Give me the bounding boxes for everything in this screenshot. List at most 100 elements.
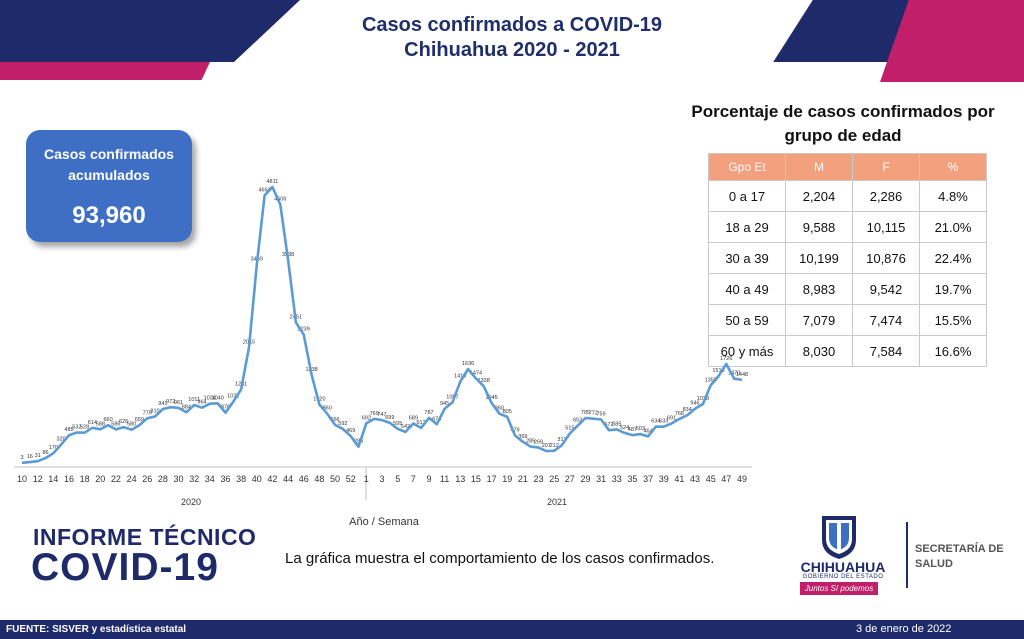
x-tick-label: 1 — [364, 474, 369, 484]
report-date: 3 de enero de 2022 — [856, 623, 952, 635]
data-label: 626 — [119, 419, 128, 425]
data-label: 320 — [57, 437, 66, 443]
data-label: 269 — [534, 440, 543, 446]
data-label: 1474 — [470, 370, 482, 376]
x-tick-label: 43 — [690, 474, 700, 484]
data-label: 759 — [597, 412, 606, 418]
x-axis-label: Año / Semana — [349, 516, 420, 528]
logo-divider — [906, 522, 908, 588]
age-group-table: Gpo Et M F % 0 a 17 2,204 2,286 4.8% 18 … — [708, 153, 987, 367]
chart-series — [21, 185, 743, 465]
x-tick-label: 18 — [80, 474, 90, 484]
data-label: 31 — [35, 453, 41, 459]
top-left-magenta-band — [0, 62, 210, 80]
data-label: 3 — [20, 455, 23, 461]
data-label: 1045 — [485, 395, 497, 401]
x-tick-label: 3 — [379, 474, 384, 484]
table-row: 50 a 59 7,079 7,474 15.5% — [708, 304, 987, 336]
x-tick-label: 26 — [142, 474, 152, 484]
data-label: 860 — [323, 406, 332, 412]
data-label: 588 — [96, 421, 105, 427]
x-tick-label: 16 — [64, 474, 74, 484]
data-label: 689 — [409, 416, 418, 422]
data-label: 542 — [401, 424, 410, 430]
secretaria-line2: SALUD — [915, 558, 953, 570]
informe-tecnico-title: INFORME TÉCNICO — [33, 524, 257, 550]
x-tick-label: 20 — [95, 474, 105, 484]
chart-caption: La gráfica muestra el comportamiento de … — [285, 550, 715, 567]
total-cases-label: Casos confirmados acumulados — [34, 144, 184, 186]
x-tick-label: 9 — [426, 474, 431, 484]
female-cell: 7,474 — [852, 304, 920, 336]
total-cases-box: Casos confirmados acumulados 93,960 — [26, 130, 192, 242]
data-label: 1034 — [204, 396, 216, 402]
data-label: 592 — [338, 421, 347, 427]
x-tick-label: 11 — [440, 474, 449, 484]
secretaria-salud-label: SECRETARÍA DE SALUD — [915, 542, 1004, 572]
data-label: 1355 — [705, 377, 717, 383]
data-label: 1726 — [720, 356, 732, 362]
data-label: 785 — [581, 410, 590, 416]
x-tick-label: 46 — [299, 474, 309, 484]
data-label: 1448 — [736, 372, 748, 378]
data-label: 464 — [644, 428, 653, 434]
x-tick-label: 14 — [48, 474, 58, 484]
age-group-cell: 50 a 59 — [708, 304, 786, 336]
data-label: 1071 — [227, 394, 239, 400]
x-tick-label: 52 — [346, 474, 356, 484]
table-row: 60 y más 8,030 7,584 16.6% — [708, 335, 987, 367]
data-label: 212 — [550, 443, 559, 449]
covid19-title: COVID-19 — [31, 546, 219, 589]
secretaria-line1: SECRETARÍA DE — [915, 543, 1004, 555]
x-tick-label: 41 — [674, 474, 684, 484]
x-tick-label: 30 — [173, 474, 183, 484]
data-label: 2239 — [298, 327, 310, 333]
data-label: 787 — [424, 410, 433, 416]
page-title-line2: Chihuahua 2020 - 2021 — [404, 39, 620, 61]
x-tick-label: 19 — [502, 474, 512, 484]
male-cell: 9,588 — [785, 211, 853, 243]
data-label: 768 — [675, 411, 684, 417]
data-label: 487 — [628, 427, 637, 433]
age-group-cell: 40 a 49 — [708, 273, 786, 305]
data-label: 1636 — [462, 361, 474, 367]
x-tick-label: 36 — [220, 474, 230, 484]
data-label: 660 — [104, 417, 113, 423]
year-label-2020: 2020 — [181, 497, 201, 507]
data-label: 1057 — [446, 394, 458, 400]
x-tick-label: 15 — [471, 474, 481, 484]
x-tick-label: 32 — [189, 474, 199, 484]
male-cell: 10,199 — [785, 242, 853, 274]
data-label: 666 — [330, 417, 339, 423]
age-group-cell: 30 a 39 — [708, 242, 786, 274]
x-tick-label: 49 — [737, 474, 747, 484]
data-label: 634 — [651, 419, 660, 425]
x-tick-label: 13 — [455, 474, 465, 484]
data-label: 86 — [42, 450, 48, 456]
data-label: 860 — [495, 406, 504, 412]
data-label: 747 — [377, 412, 386, 418]
data-label: 779 — [143, 410, 152, 416]
data-label: 945 — [440, 401, 449, 407]
data-label: 946 — [690, 401, 699, 407]
table-row: 0 a 17 2,204 2,286 4.8% — [708, 180, 987, 212]
data-label: 1040 — [212, 395, 224, 401]
data-label: 285 — [526, 439, 535, 445]
top-right-magenta-band — [880, 0, 1024, 82]
data-label: 810 — [150, 409, 159, 415]
data-label: 692 — [362, 415, 371, 421]
x-tick-label: 28 — [158, 474, 168, 484]
x-tick-label: 17 — [487, 474, 497, 484]
data-label: 207 — [542, 443, 551, 449]
source-note: FUENTE: SISVER y estadística estatal — [6, 624, 187, 635]
x-tick-label: 34 — [205, 474, 215, 484]
data-label: 1028 — [697, 396, 709, 402]
age-table-title-line2: grupo de edad — [784, 126, 902, 145]
x-tick-label: 7 — [411, 474, 416, 484]
data-label: 524 — [620, 425, 629, 431]
male-cell: 8,030 — [785, 335, 853, 367]
data-label: 528 — [80, 425, 89, 431]
x-tick-label: 44 — [283, 474, 293, 484]
age-group-cell: 60 y más — [708, 335, 786, 367]
